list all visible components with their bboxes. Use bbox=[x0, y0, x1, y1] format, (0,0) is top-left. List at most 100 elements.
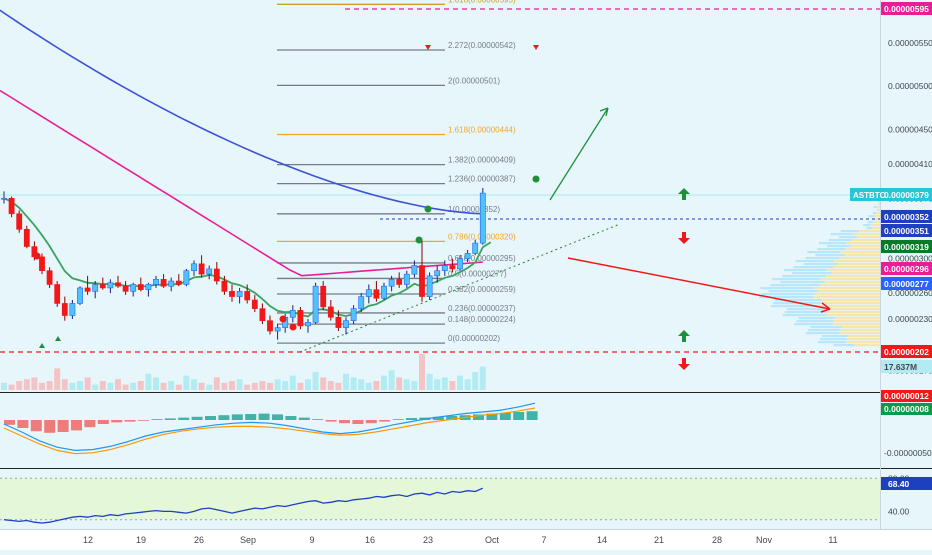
price-badge-label: 0.00000379 bbox=[884, 190, 929, 200]
rsi-band bbox=[0, 478, 880, 520]
macd-badge bbox=[881, 403, 932, 415]
macd-histogram-bar bbox=[17, 420, 29, 428]
volume-bar bbox=[259, 381, 266, 390]
macd-pane[interactable] bbox=[0, 393, 880, 468]
macd-histogram-bar bbox=[218, 415, 230, 420]
volume-profile-bar bbox=[760, 287, 815, 290]
volume-bar bbox=[289, 375, 296, 390]
volume-profile-bar bbox=[846, 242, 880, 245]
arrow-down-icon bbox=[678, 232, 690, 244]
volume-profile-bar bbox=[839, 332, 880, 335]
price-badge-label: 0.00000595 bbox=[884, 4, 929, 14]
volume-profile-bar bbox=[838, 236, 858, 239]
price-badge bbox=[881, 360, 932, 373]
candle-body bbox=[244, 291, 251, 301]
rsi-line bbox=[3, 487, 484, 524]
candle-body bbox=[198, 263, 205, 275]
volume-bar bbox=[403, 379, 410, 390]
candle-body bbox=[84, 287, 91, 292]
candle-body bbox=[403, 273, 410, 285]
candle-body bbox=[1, 197, 7, 200]
candle-body bbox=[373, 289, 380, 299]
time-tick-label: 12 bbox=[83, 535, 93, 545]
volume-profile-bar bbox=[832, 323, 880, 326]
volume-profile-bar bbox=[805, 257, 840, 260]
fib-level-label: 0(0.00000202) bbox=[448, 334, 500, 343]
chart-drawings bbox=[33, 45, 831, 370]
price-badge-label: 0.00000202 bbox=[884, 347, 929, 357]
volume-profile-bar bbox=[818, 290, 880, 293]
volume-profile-bar bbox=[852, 233, 880, 236]
volume-bar bbox=[206, 384, 213, 390]
time-tick-label: Nov bbox=[756, 535, 773, 545]
time-tick-label: 26 bbox=[194, 535, 204, 545]
candle-body bbox=[297, 310, 304, 327]
volume-bar bbox=[23, 379, 30, 390]
volume-profile-bar bbox=[878, 203, 880, 206]
candle-body bbox=[381, 285, 387, 299]
volume-profile-bar bbox=[850, 245, 880, 248]
rsi-badge-label: 68.40 bbox=[888, 479, 910, 489]
price-pane[interactable] bbox=[0, 0, 880, 392]
volume-profile-bar bbox=[819, 242, 847, 245]
volume-profile-bar bbox=[827, 269, 880, 272]
macd-badge bbox=[881, 390, 932, 402]
volume-profile-bar bbox=[827, 311, 880, 314]
fib-level-label: 2(0.00000501) bbox=[448, 76, 500, 85]
candle-body bbox=[259, 308, 266, 321]
time-tick-label: 9 bbox=[309, 535, 314, 545]
candle-body bbox=[145, 284, 152, 290]
macd-histogram-bar bbox=[499, 412, 511, 420]
buy-marker-icon bbox=[55, 336, 61, 341]
volume-profile-bar bbox=[857, 236, 880, 239]
volume-profile-bar bbox=[782, 275, 827, 278]
time-tick-label: 11 bbox=[828, 535, 837, 545]
time-axis[interactable]: 12 19 26 Sep 9 16 23 Oct 7 14 21 28 Nov 11 bbox=[83, 535, 838, 545]
volume-bar bbox=[388, 370, 395, 390]
volume-profile-bar bbox=[770, 284, 820, 287]
candle-body bbox=[183, 270, 190, 285]
signal-dot-icon bbox=[279, 315, 287, 323]
price-tick-label: 0.00000300 bbox=[888, 254, 932, 264]
volume-bar bbox=[115, 379, 121, 390]
price-tick-label: 0.00000410 bbox=[888, 159, 932, 169]
volume-bar bbox=[8, 384, 15, 390]
candle-body bbox=[213, 268, 220, 282]
macd-histogram-bar bbox=[124, 420, 136, 422]
volume-profile-bar bbox=[810, 326, 842, 329]
volume-bar bbox=[168, 381, 175, 390]
candle-body bbox=[130, 284, 137, 292]
time-tick-label: 16 bbox=[365, 535, 375, 545]
volume-bar bbox=[274, 379, 281, 390]
fib-level-label: 0.382(0.00000259) bbox=[448, 285, 516, 294]
macd-histogram-bar bbox=[178, 417, 190, 420]
price-tick-label: 0.00000230 bbox=[888, 314, 932, 324]
volume-profile-bar bbox=[784, 311, 828, 314]
volume-profile-bar bbox=[826, 314, 880, 317]
volume-profile-bar bbox=[826, 275, 880, 278]
price-badge-label: 0.00000296 bbox=[884, 264, 929, 274]
candle-body bbox=[411, 265, 418, 275]
volume-profile-bar bbox=[780, 281, 826, 284]
fib-level-label: 1.382(0.00000409) bbox=[448, 156, 516, 165]
volume-profile-bar bbox=[819, 338, 847, 341]
volume-profile-bar bbox=[876, 206, 880, 209]
candlesticks bbox=[1, 187, 486, 340]
fib-level-label: 0.236(0.00000237) bbox=[448, 304, 516, 313]
volume-bar bbox=[419, 354, 425, 390]
candle-body bbox=[419, 265, 425, 297]
symbol-badge bbox=[850, 188, 881, 201]
volume-profile-bar bbox=[820, 278, 880, 281]
volume-bar bbox=[198, 382, 205, 390]
volume-bar bbox=[175, 384, 182, 390]
macd-histogram-bar bbox=[352, 420, 364, 424]
volume-profile-bar bbox=[873, 215, 880, 218]
macd-histogram-bar bbox=[231, 414, 243, 420]
volume-profile-bar bbox=[875, 218, 880, 221]
macd-histogram-bar bbox=[205, 416, 216, 420]
volume-bar bbox=[434, 379, 441, 390]
price-badge-label: 0.00000319 bbox=[884, 242, 929, 252]
price-tick-label: 0.00000450 bbox=[888, 124, 932, 134]
